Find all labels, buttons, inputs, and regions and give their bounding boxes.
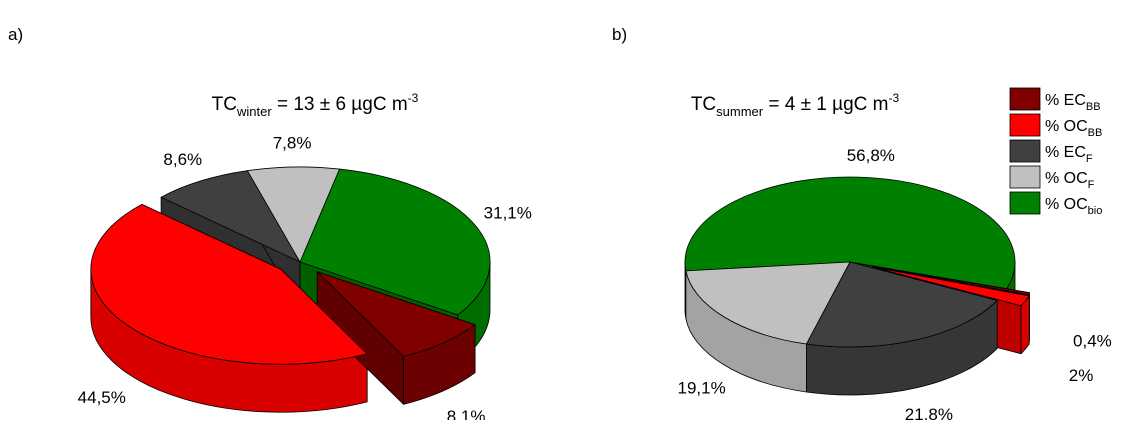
slice [160, 170, 301, 263]
legend-swatch [1009, 139, 1041, 163]
panel-label: a) [8, 25, 23, 44]
legend-sub: BB [1086, 101, 1101, 113]
data-label: 8,1% [447, 407, 486, 420]
slice [685, 261, 851, 345]
legend-swatch [1009, 165, 1041, 189]
slice [90, 204, 368, 365]
legend-label: % ECF [1045, 144, 1093, 165]
legend-sub: BB [1088, 127, 1103, 139]
legend-sub: F [1086, 153, 1093, 165]
legend-label: % OCF [1045, 170, 1095, 191]
legend-sub: bio [1088, 205, 1103, 217]
data-label: 2% [1069, 366, 1094, 385]
data-label: 44,5% [78, 388, 126, 407]
title-part: = 4 ± 1 µgC m [763, 94, 888, 115]
legend-name: % OC [1045, 118, 1088, 135]
data-label: 21,8% [905, 405, 953, 420]
legend-sub: F [1088, 179, 1095, 191]
legend-swatch [1009, 113, 1041, 137]
legend-label: % OCBB [1045, 118, 1102, 139]
legend-swatch [1009, 87, 1041, 111]
legend-name: % OC [1045, 196, 1088, 213]
legend-name: % OC [1045, 170, 1088, 187]
legend-label: % OCbio [1045, 196, 1102, 217]
panel-label: b) [612, 25, 627, 44]
slice [806, 261, 998, 348]
data-label: 0,4% [1073, 331, 1112, 350]
legend-label: % ECBB [1045, 92, 1101, 113]
title-part: -3 [889, 91, 900, 105]
legend-swatch [1009, 191, 1041, 215]
slice [316, 271, 476, 357]
slice [872, 265, 1030, 296]
title-part: = 13 ± 6 µgC m [272, 94, 408, 115]
legend-name: % EC [1045, 92, 1086, 109]
title-part: winter [236, 104, 272, 119]
legend-name: % EC [1045, 144, 1086, 161]
title-part: TC [212, 94, 237, 115]
slice [873, 266, 1030, 307]
data-label: 19,1% [678, 378, 726, 397]
title-part: summer [716, 104, 764, 119]
slice [247, 166, 340, 263]
data-label: 31,1% [484, 203, 532, 222]
data-label: 8,6% [163, 150, 202, 169]
data-label: 7,8% [273, 133, 312, 152]
title-part: TC [691, 94, 716, 115]
chart-title: TCwinter = 13 ± 6 µgC m-3 [212, 91, 419, 119]
data-label: 56,8% [847, 146, 895, 165]
chart-title: TCsummer = 4 ± 1 µgC m-3 [691, 91, 900, 119]
slice [684, 176, 1016, 290]
title-part: -3 [408, 91, 419, 105]
slice [299, 168, 491, 316]
